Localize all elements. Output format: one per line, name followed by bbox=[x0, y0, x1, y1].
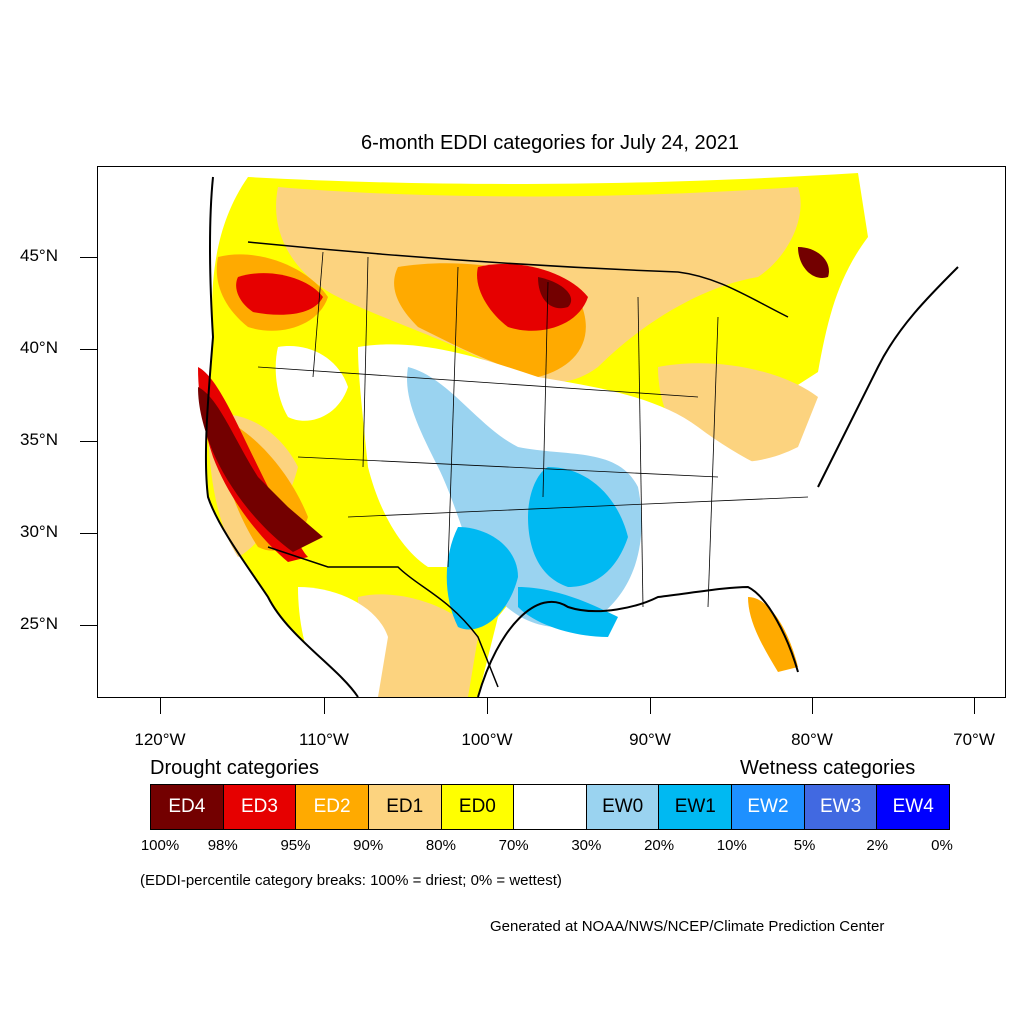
lat-tick bbox=[80, 349, 97, 350]
lat-tick bbox=[80, 625, 97, 626]
eddi-map bbox=[97, 166, 1006, 698]
lat-label-45: 45°N bbox=[20, 246, 58, 265]
lon-tick bbox=[487, 697, 488, 714]
map-title: 6-month EDDI categories for July 24, 202… bbox=[361, 132, 739, 154]
colorbar-cell-ed3: ED3 bbox=[223, 785, 297, 829]
canada-border bbox=[247, 241, 789, 318]
colorbar-cell-ew3: EW3 bbox=[804, 785, 878, 829]
colorbar-cell-ew0: EW0 bbox=[586, 785, 660, 829]
lon-label-90: 90°W bbox=[629, 730, 671, 749]
colorbar-cell-ed4: ED4 bbox=[151, 785, 224, 829]
percentile-break-label: 20% bbox=[644, 837, 675, 854]
percentile-break-label: 95% bbox=[280, 837, 311, 854]
colorbar-cell-ew2: EW2 bbox=[732, 785, 805, 829]
lon-label-80: 80°W bbox=[791, 730, 833, 749]
drought-categories-heading: Drought categories bbox=[150, 757, 319, 779]
colorbar-cell-ed2: ED2 bbox=[296, 785, 369, 829]
region-ed1-sw bbox=[358, 594, 478, 697]
region-normal-nw bbox=[275, 346, 348, 421]
region-ed4-ne bbox=[798, 247, 829, 278]
lon-tick bbox=[324, 697, 325, 714]
category-colorbar: ED4 ED3 ED2 ED1 ED0 EW0 EW1 EW2 EW3 EW4 bbox=[150, 784, 950, 830]
colorbar-cell-normal bbox=[514, 785, 587, 829]
lat-label-30: 30°N bbox=[20, 522, 58, 541]
percentile-break-label: 100% bbox=[140, 837, 180, 854]
conus-map-svg bbox=[198, 173, 959, 697]
region-ed4-ca bbox=[198, 387, 323, 552]
percentile-break-label: 2% bbox=[866, 837, 889, 854]
percentile-break-label: 90% bbox=[353, 837, 384, 854]
lat-label-40: 40°N bbox=[20, 338, 58, 357]
colorbar-cell-ew1: EW1 bbox=[659, 785, 733, 829]
lat-tick bbox=[80, 257, 97, 258]
region-ed3-nw bbox=[236, 273, 323, 315]
region-ew1-gulf bbox=[518, 587, 618, 637]
lat-label-35: 35°N bbox=[20, 430, 58, 449]
region-ed3 bbox=[477, 263, 588, 331]
percentile-break-label: 10% bbox=[716, 837, 747, 854]
lon-tick bbox=[974, 697, 975, 714]
region-ed2-fl bbox=[748, 597, 798, 672]
lon-tick bbox=[812, 697, 813, 714]
lon-label-70: 70°W bbox=[953, 730, 995, 749]
credit-line: Generated at NOAA/NWS/NCEP/Climate Predi… bbox=[490, 918, 885, 935]
percentile-note: (EDDI-percentile category breaks: 100% =… bbox=[140, 872, 562, 889]
colorbar-cell-ed0: ED0 bbox=[441, 785, 515, 829]
colorbar-cell-ed1: ED1 bbox=[368, 785, 442, 829]
lon-label-120: 120°W bbox=[134, 730, 186, 749]
state-lines bbox=[257, 251, 809, 608]
colorbar-cell-ew4: EW4 bbox=[877, 785, 950, 829]
region-ed4-mn bbox=[538, 277, 572, 309]
wetness-categories-heading: Wetness categories bbox=[740, 757, 916, 779]
lat-tick bbox=[80, 533, 97, 534]
percentile-break-label: 30% bbox=[571, 837, 602, 854]
percentile-break-label: 5% bbox=[793, 837, 816, 854]
lon-label-110: 110°W bbox=[299, 730, 349, 749]
region-ew1 bbox=[528, 467, 628, 587]
coastline bbox=[204, 176, 959, 697]
lon-tick bbox=[160, 697, 161, 714]
percentile-break-label: 70% bbox=[498, 837, 529, 854]
mexico-border bbox=[267, 546, 499, 688]
lat-label-25: 25°N bbox=[20, 614, 58, 633]
percentile-break-label: 98% bbox=[207, 837, 238, 854]
lon-tick bbox=[650, 697, 651, 714]
lat-tick bbox=[80, 441, 97, 442]
lon-label-100: 100°W bbox=[461, 730, 513, 749]
region-ew1-tx bbox=[446, 527, 518, 630]
percentile-break-label: 80% bbox=[425, 837, 456, 854]
percentile-break-label: 0% bbox=[931, 837, 953, 854]
region-normal-sw bbox=[298, 587, 388, 697]
